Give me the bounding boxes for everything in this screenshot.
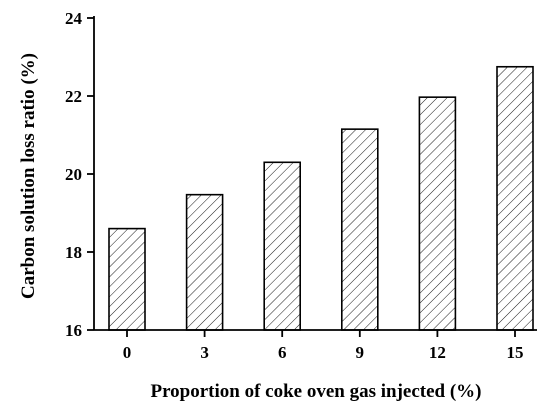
bar-12 [418,96,457,331]
bar-6 [263,161,302,331]
y-tick-label-24: 24 [65,9,83,28]
bars-layer [108,65,534,331]
x-tick-label-9: 9 [356,343,365,362]
x-tick-label-0: 0 [123,343,132,362]
y-tick-label-20: 20 [65,165,82,184]
bar-9 [340,128,379,331]
y-axis-title: Carbon solution loss ratio (%) [18,53,39,299]
y-tick-label-18: 18 [65,243,82,262]
y-tick-label-16: 16 [65,321,82,340]
x-tick-label-12: 12 [429,343,446,362]
x-tick-label-3: 3 [200,343,209,362]
bar-15 [496,65,534,331]
ticks-layer: 16 18 20 22 24 0 3 6 9 12 15 [65,9,524,362]
bar-0 [108,227,146,331]
y-tick-label-22: 22 [65,87,82,106]
x-axis-title: Proportion of coke oven gas injected (%) [150,381,481,402]
axes-layer [93,16,537,331]
x-tick-label-15: 15 [507,343,524,362]
bar-3 [185,193,224,331]
x-tick-label-6: 6 [278,343,287,362]
